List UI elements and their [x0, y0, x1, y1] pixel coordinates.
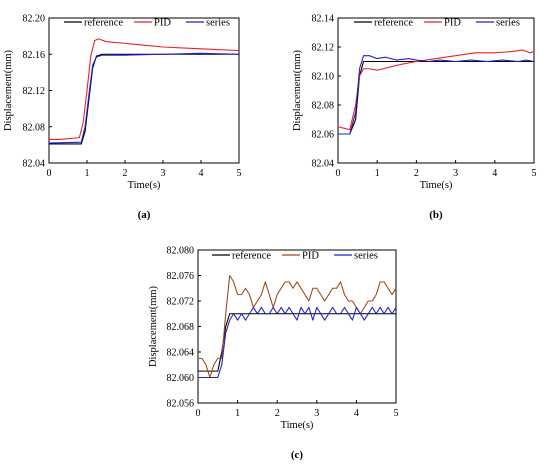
y-tick-label: 82.10: [312, 72, 335, 83]
x-tick-label: 4: [354, 408, 359, 419]
legend: reference PID series: [354, 18, 520, 29]
x-axis-title: Time(s): [420, 180, 453, 191]
x-tick-label: 2: [414, 168, 419, 179]
y-tick-label: 82.072: [167, 297, 195, 308]
plot-frame: [48, 17, 240, 164]
series-line-series: [198, 306, 397, 379]
x-axis-title: Time(s): [281, 420, 314, 431]
chart-panel-1: 0 1 2 3 4 5 82.04 82.08 82.12 82.16 82.20 Time(s) Di…: [3, 14, 242, 222]
y-tick-label: 82.12: [312, 43, 335, 54]
x-tick-label: 2: [123, 168, 128, 179]
panel-label: (a): [138, 209, 151, 221]
x-axis-title: Time(s): [128, 180, 161, 191]
x-tick-label: 1: [375, 168, 380, 179]
y-axis-title: Displacement(mm): [292, 49, 303, 131]
y-tick-label: 82.060: [167, 373, 195, 384]
plot-frame: [337, 17, 535, 164]
legend-label-pid: PID: [154, 18, 171, 29]
series-line-pid: [49, 38, 240, 140]
y-tick-label: 82.08: [23, 122, 46, 133]
y-tick-label: 82.056: [167, 399, 195, 410]
x-tick-label: 2: [275, 408, 280, 419]
x-tick-label: 0: [336, 168, 341, 179]
x-tick-label: 5: [237, 168, 242, 179]
y-tick-label: 82.076: [167, 271, 195, 282]
y-tick-label: 82.04: [312, 159, 335, 170]
x-tick-label: 5: [532, 168, 537, 179]
series-line-reference: [338, 60, 534, 135]
panel-label: (b): [429, 209, 443, 221]
legend: reference PID series: [64, 18, 230, 29]
x-tick-label: 0: [47, 168, 52, 179]
series-line-pid: [337, 49, 535, 131]
y-tick-label: 82.12: [23, 86, 46, 97]
chart-panel-3: 0 1 2 3 4 5 82.056 82.060 82.064 82.068 82.072 82.0…: [148, 246, 399, 462]
y-tick-label: 82.20: [23, 14, 46, 25]
y-tick-label: 82.064: [167, 348, 195, 359]
series-line-reference: [198, 313, 396, 372]
x-tick-label: 3: [314, 408, 319, 419]
legend-label-series: series: [354, 251, 378, 262]
y-tick-label: 82.16: [23, 50, 46, 61]
legend: reference PID series: [212, 251, 378, 262]
y-tick-label: 82.14: [312, 14, 335, 25]
panel-label: (c): [291, 449, 304, 461]
x-tick-label: 1: [235, 408, 240, 419]
x-tick-label: 1: [85, 168, 90, 179]
y-tick-label: 82.080: [167, 246, 195, 257]
x-tick-label: 3: [453, 168, 458, 179]
legend-label-series: series: [206, 18, 230, 29]
y-tick-label: 82.04: [23, 159, 46, 170]
y-axis-title: Displacement(mm): [148, 285, 159, 367]
y-axis-title: Displacement(mm): [3, 49, 14, 131]
legend-label-pid: PID: [302, 251, 319, 262]
y-tick-label: 82.08: [312, 101, 335, 112]
x-tick-label: 0: [196, 408, 201, 419]
legend-label-reference: reference: [232, 251, 271, 262]
series-line-pid: [198, 274, 397, 379]
chart-panel-2: 0 1 2 3 4 5 82.04 82.06 82.08 82.10 82.12 82.14 Time…: [292, 14, 537, 222]
x-tick-label: 5: [394, 408, 399, 419]
x-tick-label: 4: [492, 168, 497, 179]
series-line-reference: [49, 53, 239, 145]
legend-label-pid: PID: [444, 18, 461, 29]
series-line-series: [338, 55, 535, 135]
y-tick-label: 82.06: [312, 130, 335, 141]
x-tick-label: 4: [199, 168, 204, 179]
series-line-series: [48, 52, 240, 144]
legend-label-reference: reference: [374, 18, 413, 29]
x-tick-label: 3: [161, 168, 166, 179]
legend-label-reference: reference: [84, 18, 123, 29]
y-tick-label: 82.068: [167, 322, 195, 333]
legend-label-series: series: [496, 18, 520, 29]
